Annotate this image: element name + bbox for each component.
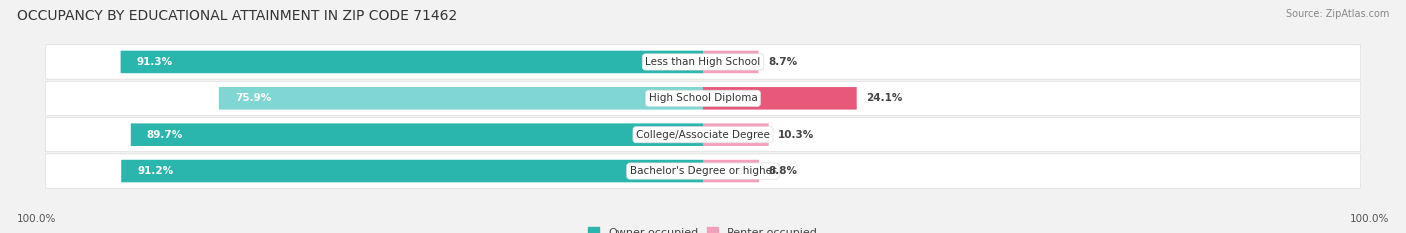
FancyBboxPatch shape <box>703 51 758 73</box>
FancyBboxPatch shape <box>703 87 856 110</box>
FancyBboxPatch shape <box>45 45 1361 79</box>
Text: 8.8%: 8.8% <box>769 166 797 176</box>
FancyBboxPatch shape <box>45 81 1361 115</box>
FancyBboxPatch shape <box>131 123 703 146</box>
Text: Source: ZipAtlas.com: Source: ZipAtlas.com <box>1285 9 1389 19</box>
FancyBboxPatch shape <box>703 160 759 182</box>
Text: High School Diploma: High School Diploma <box>648 93 758 103</box>
Text: 91.3%: 91.3% <box>136 57 173 67</box>
Text: 89.7%: 89.7% <box>146 130 183 140</box>
FancyBboxPatch shape <box>45 154 1361 188</box>
FancyBboxPatch shape <box>45 118 1361 152</box>
FancyBboxPatch shape <box>219 87 703 110</box>
FancyBboxPatch shape <box>121 160 703 182</box>
Text: 100.0%: 100.0% <box>17 214 56 224</box>
Text: College/Associate Degree: College/Associate Degree <box>636 130 770 140</box>
Text: 24.1%: 24.1% <box>866 93 903 103</box>
Text: Bachelor's Degree or higher: Bachelor's Degree or higher <box>630 166 776 176</box>
FancyBboxPatch shape <box>121 51 703 73</box>
Legend: Owner-occupied, Renter-occupied: Owner-occupied, Renter-occupied <box>583 223 823 233</box>
FancyBboxPatch shape <box>703 123 769 146</box>
Text: 8.7%: 8.7% <box>768 57 797 67</box>
Text: Less than High School: Less than High School <box>645 57 761 67</box>
Text: 10.3%: 10.3% <box>779 130 814 140</box>
Text: 100.0%: 100.0% <box>1350 214 1389 224</box>
Text: 91.2%: 91.2% <box>138 166 173 176</box>
Text: 75.9%: 75.9% <box>235 93 271 103</box>
Text: OCCUPANCY BY EDUCATIONAL ATTAINMENT IN ZIP CODE 71462: OCCUPANCY BY EDUCATIONAL ATTAINMENT IN Z… <box>17 9 457 23</box>
